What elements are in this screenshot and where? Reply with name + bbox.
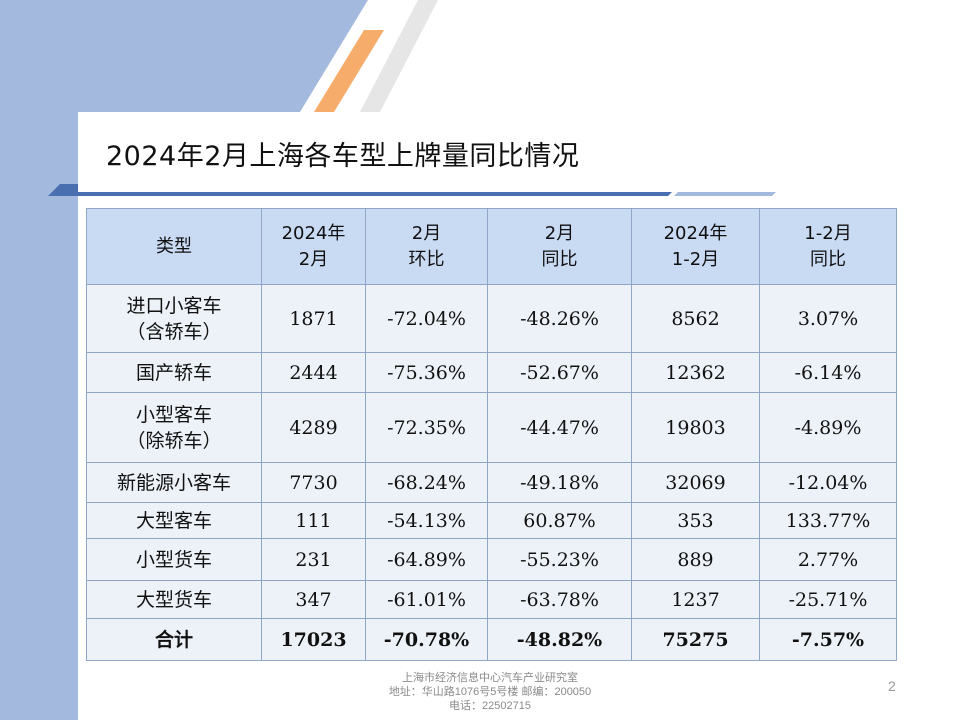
cell-feb-mom: -72.04%	[365, 284, 488, 353]
footer-address: 地址：华山路1076号5号楼 邮编：200050	[388, 686, 592, 698]
total-jan-feb-volume: 75275	[631, 618, 760, 661]
cell-jan-feb-volume: 32069	[631, 462, 760, 503]
page-number: 2	[888, 678, 896, 694]
table-row: 新能源小客车 7730 -68.24% -49.18% 32069 -12.04…	[86, 462, 897, 503]
cell-jan-feb-volume: 889	[631, 538, 760, 581]
cell-feb-volume: 2444	[261, 352, 366, 393]
gray-stripe	[360, 0, 438, 112]
cell-feb-yoy: -55.23%	[487, 538, 632, 581]
title-card	[78, 112, 960, 192]
registration-table: 类型 2024年 2月 2月 环比 2月 同比 2024年 1-2月 1-2月 …	[86, 208, 897, 661]
cell-jan-feb-volume: 353	[631, 502, 760, 539]
row-type: 新能源小客车	[86, 462, 262, 503]
header-jan-feb-yoy: 1-2月 同比	[759, 208, 897, 285]
total-feb-volume: 17023	[261, 618, 366, 661]
cell-feb-yoy: -63.78%	[487, 580, 632, 619]
table-row: 小型货车 231 -64.89% -55.23% 889 2.77%	[86, 538, 897, 581]
row-type: 国产轿车	[86, 352, 262, 393]
table-total-row: 合计 17023 -70.78% -48.82% 75275 -7.57%	[86, 618, 897, 661]
row-type: 大型货车	[86, 580, 262, 619]
cell-jan-feb-yoy: -12.04%	[759, 462, 897, 503]
table-row: 大型客车 111 -54.13% 60.87% 353 133.77%	[86, 502, 897, 539]
cell-jan-feb-yoy: 3.07%	[759, 284, 897, 353]
cell-jan-feb-yoy: -4.89%	[759, 392, 897, 463]
header-feb-yoy: 2月 同比	[487, 208, 632, 285]
cell-feb-mom: -54.13%	[365, 502, 488, 539]
cell-feb-mom: -68.24%	[365, 462, 488, 503]
footer-contact: 上海市经济信息中心汽车产业研究室 地址：华山路1076号5号楼 邮编：20005…	[330, 671, 650, 713]
cell-jan-feb-volume: 8562	[631, 284, 760, 353]
row-type: 大型客车	[86, 502, 262, 539]
header-jan-feb-2024: 2024年 1-2月	[631, 208, 760, 285]
cell-feb-volume: 7730	[261, 462, 366, 503]
total-feb-yoy: -48.82%	[487, 618, 632, 661]
cell-feb-volume: 347	[261, 580, 366, 619]
cell-jan-feb-volume: 19803	[631, 392, 760, 463]
table-row: 大型货车 347 -61.01% -63.78% 1237 -25.71%	[86, 580, 897, 619]
table-row: 进口小客车 （含轿车） 1871 -72.04% -48.26% 8562 3.…	[86, 284, 897, 353]
cell-feb-mom: -61.01%	[365, 580, 488, 619]
table-row: 国产轿车 2444 -75.36% -52.67% 12362 -6.14%	[86, 352, 897, 393]
footer-phone: 电话：22502715	[449, 700, 531, 712]
footer-org: 上海市经济信息中心汽车产业研究室	[402, 672, 578, 684]
cell-feb-volume: 1871	[261, 284, 366, 353]
row-type: 小型客车 （除轿车）	[86, 392, 262, 463]
cell-feb-yoy: 60.87%	[487, 502, 632, 539]
background-panel	[0, 0, 368, 720]
cell-jan-feb-volume: 1237	[631, 580, 760, 619]
cell-jan-feb-volume: 12362	[631, 352, 760, 393]
cell-feb-mom: -75.36%	[365, 352, 488, 393]
cell-jan-feb-yoy: -25.71%	[759, 580, 897, 619]
table-row: 小型客车 （除轿车） 4289 -72.35% -44.47% 19803 -4…	[86, 392, 897, 463]
cell-feb-volume: 111	[261, 502, 366, 539]
orange-stripe	[314, 30, 384, 112]
cell-feb-yoy: -44.47%	[487, 392, 632, 463]
table-header-row: 类型 2024年 2月 2月 环比 2月 同比 2024年 1-2月 1-2月 …	[86, 208, 897, 285]
cell-feb-mom: -64.89%	[365, 538, 488, 581]
header-type: 类型	[86, 208, 262, 285]
cell-feb-volume: 4289	[261, 392, 366, 463]
cell-feb-mom: -72.35%	[365, 392, 488, 463]
cell-feb-yoy: -49.18%	[487, 462, 632, 503]
cell-jan-feb-yoy: -6.14%	[759, 352, 897, 393]
cell-feb-yoy: -52.67%	[487, 352, 632, 393]
row-type: 小型货车	[86, 538, 262, 581]
cell-feb-volume: 231	[261, 538, 366, 581]
header-feb-mom: 2月 环比	[365, 208, 488, 285]
cell-jan-feb-yoy: 133.77%	[759, 502, 897, 539]
header-feb-2024: 2024年 2月	[261, 208, 366, 285]
cell-jan-feb-yoy: 2.77%	[759, 538, 897, 581]
slide-title: 2024年2月上海各车型上牌量同比情况	[106, 141, 580, 172]
row-type: 进口小客车 （含轿车）	[86, 284, 262, 353]
total-jan-feb-yoy: -7.57%	[759, 618, 897, 661]
cell-feb-yoy: -48.26%	[487, 284, 632, 353]
total-label: 合计	[86, 618, 262, 661]
total-feb-mom: -70.78%	[365, 618, 488, 661]
